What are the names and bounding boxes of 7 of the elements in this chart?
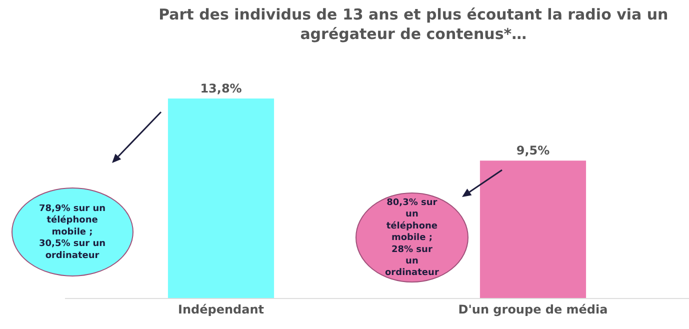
annotation: 80,3% sur un téléphone mobile ; 28% sur un ordinateur [385,198,440,278]
x-tick-label: Indépendant [178,302,264,316]
data-label: 9,5% [516,144,550,158]
x-tick-label: D'un groupe de média [458,302,608,316]
annotation: 78,9% sur un téléphone mobile ; 30,5% sur un ordinateur [39,204,106,261]
data-label: 13,8% [200,82,242,96]
chart-title: Part des individus de 13 ans et plus écoutant la radio via un agrégateur de contenus*… [158,6,668,44]
